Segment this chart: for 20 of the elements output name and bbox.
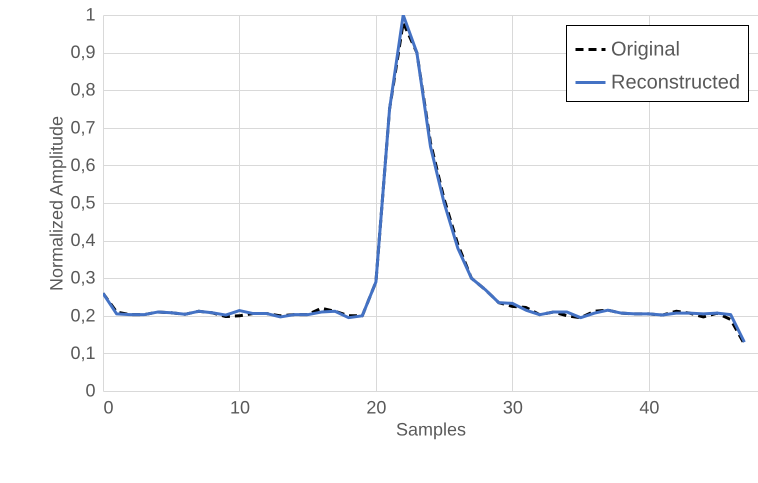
x-tick-label: 10 [230,398,250,418]
x-tick-label: 0 [104,398,114,418]
y-tick-label: 0 [85,380,96,400]
y-axis-title: Normalized Amplitude [46,116,66,292]
y-tick-label: 1 [85,4,96,24]
y-tick-label: 0,4 [70,230,96,250]
y-tick-label: 0,2 [70,305,96,326]
y-tick-label: 0,1 [70,342,96,363]
x-tick-label: 40 [639,398,660,418]
x-tick-label: 20 [366,398,386,418]
legend-label: Reconstructed [611,72,740,94]
x-tick-label: 30 [502,398,523,418]
y-tick-label: 0,3 [70,268,96,288]
legend-label: Original [611,38,680,60]
y-tick-label: 0,9 [70,42,96,62]
y-tick-label: 0,6 [70,154,96,175]
y-tick-label: 0,5 [70,192,96,212]
y-tick-label: 0,8 [70,80,96,100]
x-axis-title: Samples [396,420,466,440]
y-tick-label: 0,7 [70,117,96,138]
